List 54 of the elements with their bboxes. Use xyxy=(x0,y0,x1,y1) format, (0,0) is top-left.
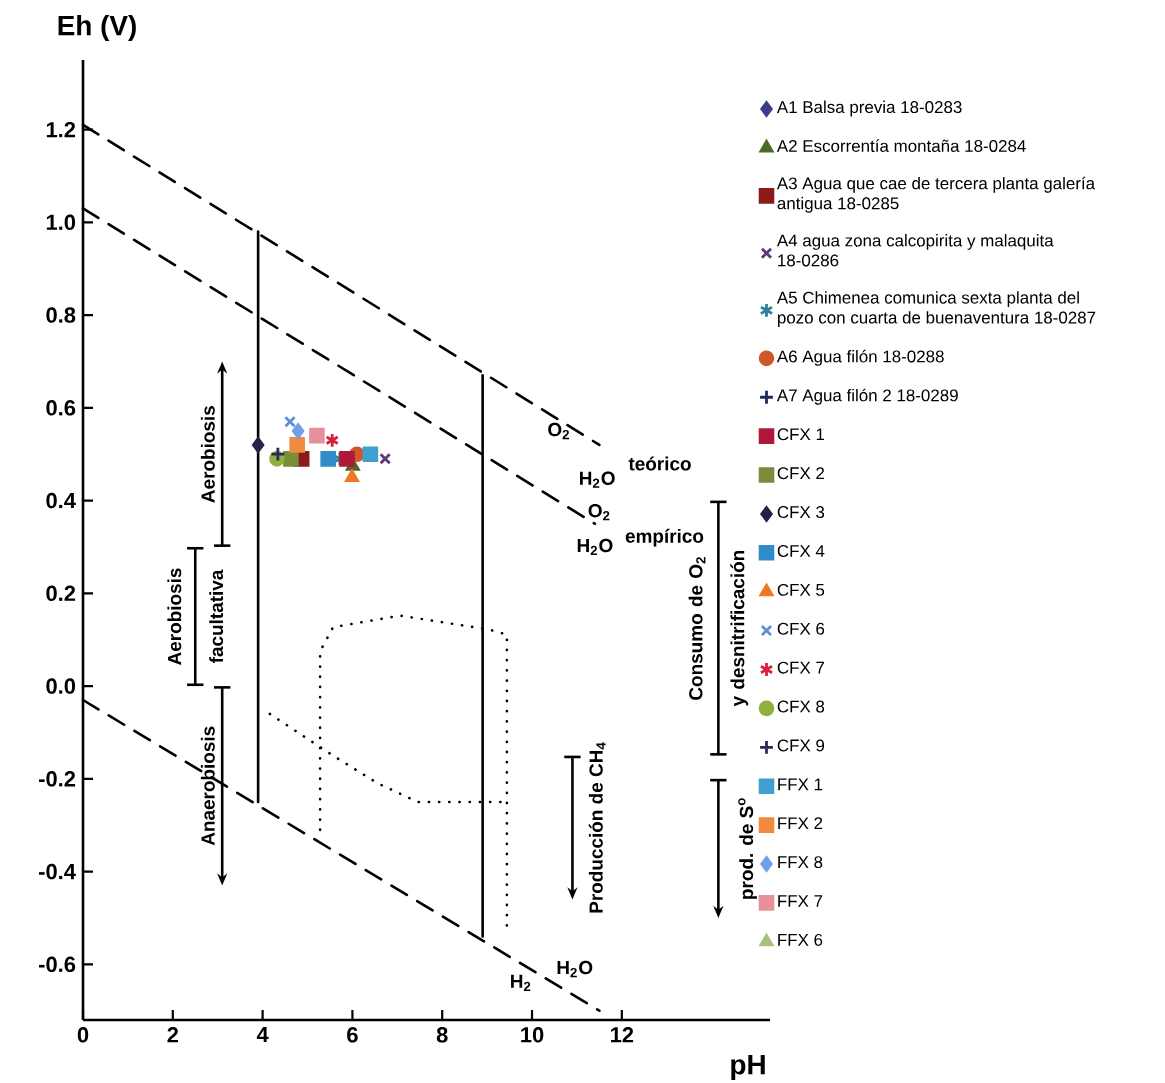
annotation: O$_{2}$ xyxy=(548,422,569,440)
y-tick-label: -0.4 xyxy=(39,863,76,880)
annotation: O$_{2}$ xyxy=(588,504,610,521)
legend-label: A6 Agua filón 18-0288 xyxy=(776,349,944,366)
annotation: empírico xyxy=(625,528,704,547)
legend-label: A1 Balsa previa 18-0283 xyxy=(776,100,962,117)
y-tick-label: 0.6 xyxy=(46,400,76,416)
legend-label: CFX 9 xyxy=(777,739,825,752)
legend-label: FFX 6 xyxy=(778,933,823,946)
x-tick-label: 2 xyxy=(167,1027,179,1043)
legend-label: CFX 1 xyxy=(777,428,825,441)
x-tick-label: 12 xyxy=(611,1027,634,1043)
legend-label: CFX 8 xyxy=(777,700,825,713)
x-tick-label: 10 xyxy=(521,1027,544,1043)
y-tick-label: 0.2 xyxy=(46,585,76,602)
legend-label: FFX 1 xyxy=(778,778,823,791)
y-tick-label: 1.0 xyxy=(46,214,76,231)
legend-label: FFX 2 xyxy=(778,817,823,830)
y-tick-label: -0.2 xyxy=(39,771,76,787)
annotation: Anaerobiosis xyxy=(200,726,215,846)
annotation: H$_{2}$O xyxy=(580,471,615,488)
annotation: Aerobiosis xyxy=(200,406,215,503)
y-axis-title: Eh (V) xyxy=(58,14,136,41)
legend-label: A3 Agua que cae de tercera planta galería antigua 18-0285 xyxy=(776,176,1096,213)
annotation: teórico xyxy=(628,456,691,471)
annotation: Producción de CH$_{4}$ xyxy=(588,742,606,913)
x-axis-title: pH xyxy=(731,1055,765,1081)
legend-label: A5 Chimenea comunica sexta planta del pozo con cuarta de buenaventura 18-0287 xyxy=(776,291,1096,327)
legend-label: CFX 5 xyxy=(777,583,825,596)
legend-label: A2 Escorrentía montaña 18-0284 xyxy=(776,139,1026,152)
annotation: H$_{2}$ xyxy=(511,974,531,991)
x-tick-label: 0 xyxy=(77,1027,89,1043)
annotation: prod. de S$^{o}$ xyxy=(738,798,757,899)
annotation: H$_{2}$O xyxy=(577,538,613,556)
legend-label: CFX 7 xyxy=(777,661,825,674)
y-tick-label: -0.6 xyxy=(39,956,76,973)
text: Consumo de O$_{2}$ y desnitrificación xyxy=(688,550,749,707)
legend-label: CFX 3 xyxy=(777,506,825,519)
legend-label: CFX 4 xyxy=(777,544,825,557)
y-tick-label: 0.4 xyxy=(46,492,76,509)
legend-label: CFX 2 xyxy=(777,467,825,480)
legend-label: FFX 7 xyxy=(778,895,823,907)
y-tick-label: 1.2 xyxy=(46,121,76,138)
x-tick-label: 4 xyxy=(256,1027,269,1043)
y-tick-label: 0.0 xyxy=(46,678,76,694)
annotation: H$_{2}$O xyxy=(557,960,593,978)
x-tick-label: 8 xyxy=(436,1027,448,1043)
legend-label: FFX 8 xyxy=(778,856,823,869)
legend-label: CFX 6 xyxy=(777,622,825,635)
legend-label: A4 agua zona calcopirita y malaquita 18-0286 xyxy=(776,234,1054,267)
text: Aerobiosis facultativa xyxy=(167,568,224,665)
y-tick-label: 0.8 xyxy=(46,307,76,323)
x-tick-label: 6 xyxy=(347,1027,358,1043)
legend-label: A7 Agua filón 2 18-0289 xyxy=(776,388,958,405)
